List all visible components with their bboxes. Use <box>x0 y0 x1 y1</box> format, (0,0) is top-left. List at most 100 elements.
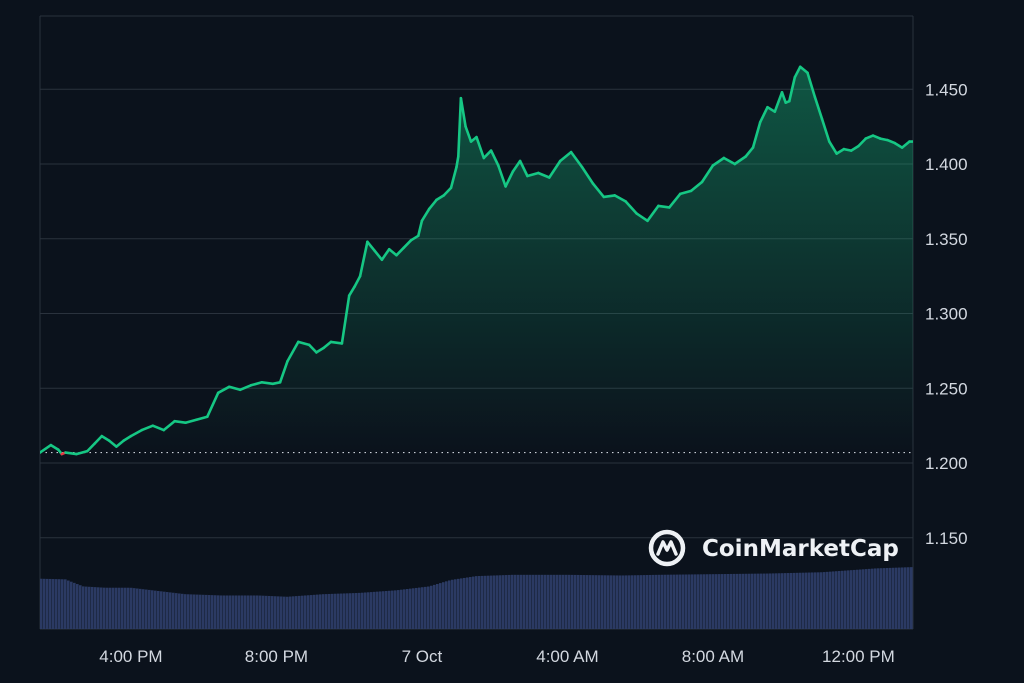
price-line-segment <box>657 204 671 209</box>
price-line-segment <box>700 164 715 184</box>
volume-bar <box>247 595 250 629</box>
volume-bar <box>496 575 499 629</box>
volume-bar <box>325 594 328 629</box>
volume-bar <box>403 589 406 629</box>
volume-bar <box>883 568 886 629</box>
volume-bar <box>478 576 481 629</box>
volume-bar <box>607 575 610 629</box>
volume-bar <box>253 595 256 629</box>
price-line-segment <box>547 159 562 179</box>
volume-bar <box>853 569 856 629</box>
price-line-segment <box>380 247 391 262</box>
volume-bar <box>418 587 421 629</box>
volume-bar <box>415 587 418 629</box>
volume-bar <box>343 593 346 629</box>
volume-bars <box>40 567 913 629</box>
volume-bar <box>400 589 403 629</box>
volume-bar <box>445 581 448 629</box>
volume-bar <box>463 577 466 629</box>
price-line-segment <box>849 144 860 152</box>
price-line-segment <box>40 443 53 454</box>
volume-bar <box>805 572 808 629</box>
volume-bar <box>838 571 841 629</box>
price-line-segment <box>315 346 326 354</box>
price-line-segment <box>93 434 104 445</box>
volume-bar <box>151 590 154 629</box>
price-line-segment <box>416 219 424 238</box>
volume-bar <box>661 574 664 629</box>
price-line-segment <box>107 439 118 448</box>
volume-bar <box>76 584 79 629</box>
volume-bar <box>799 572 802 629</box>
price-line-segment <box>511 159 522 173</box>
volume-bar <box>226 595 229 629</box>
volume-bar <box>268 595 271 629</box>
volume-bar <box>67 580 70 629</box>
volume-bar <box>622 575 625 629</box>
volume-bar <box>781 573 784 629</box>
volume-bar <box>868 568 871 629</box>
price-line-segment <box>115 439 125 448</box>
volume-bar <box>697 574 700 629</box>
price-line-segment <box>173 419 187 425</box>
volume-bar <box>40 578 43 629</box>
volume-bar <box>214 595 217 629</box>
volume-bar <box>727 573 730 629</box>
volume-bar <box>397 590 400 629</box>
price-line-segment <box>286 340 300 363</box>
volume-bar <box>460 578 463 629</box>
volume-bar <box>172 592 175 629</box>
volume-bar <box>610 575 613 629</box>
price-line-segment <box>526 171 540 178</box>
volume-bar <box>574 574 577 629</box>
volume-bar <box>613 575 616 629</box>
volume-bar <box>283 596 286 629</box>
volume-bar <box>667 574 670 629</box>
volume-bar <box>901 567 904 629</box>
volume-bar <box>580 574 583 629</box>
price-line-segment <box>886 138 897 145</box>
volume-bar <box>70 581 73 629</box>
volume-bar <box>733 573 736 629</box>
volume-bar <box>196 594 199 629</box>
volume-bar <box>490 575 493 629</box>
volume-bar <box>376 591 379 629</box>
price-line-segment <box>580 165 595 185</box>
volume-bar <box>811 572 814 629</box>
volume-bar <box>544 574 547 629</box>
volume-bar <box>112 587 115 629</box>
volume-bar <box>49 578 52 629</box>
volume-bar <box>910 567 913 629</box>
price-line-segment <box>459 96 467 128</box>
volume-bar <box>64 579 67 629</box>
y-tick-label: 1.150 <box>925 529 968 548</box>
price-line-segment <box>489 149 500 167</box>
volume-bar <box>310 595 313 629</box>
price-line-segment <box>900 140 911 149</box>
x-tick-label: 7 Oct <box>402 647 443 666</box>
volume-bar <box>406 588 409 629</box>
price-line-segment <box>504 170 515 188</box>
price-line-segment <box>278 360 289 384</box>
volume-bar <box>634 575 637 629</box>
volume-bar <box>43 578 46 629</box>
volume-bar <box>820 572 823 629</box>
price-line-segment <box>766 105 777 113</box>
volume-bar <box>715 574 718 629</box>
price-line-segment <box>806 71 817 98</box>
price-line-segment <box>827 140 838 155</box>
volume-bar <box>340 593 343 629</box>
price-line-segment <box>442 186 453 197</box>
volume-bar <box>529 574 532 629</box>
price-line-segment <box>744 146 755 158</box>
volume-bar <box>796 572 799 629</box>
volume-bar <box>886 567 889 629</box>
volume-bar <box>598 575 601 629</box>
volume-bar <box>337 593 340 629</box>
price-line-segment <box>195 415 209 422</box>
price-line-segment <box>496 164 507 188</box>
volume-bar <box>139 588 142 629</box>
volume-bar <box>895 567 898 629</box>
price-line-segment <box>420 207 431 223</box>
volume-bar <box>451 579 454 629</box>
